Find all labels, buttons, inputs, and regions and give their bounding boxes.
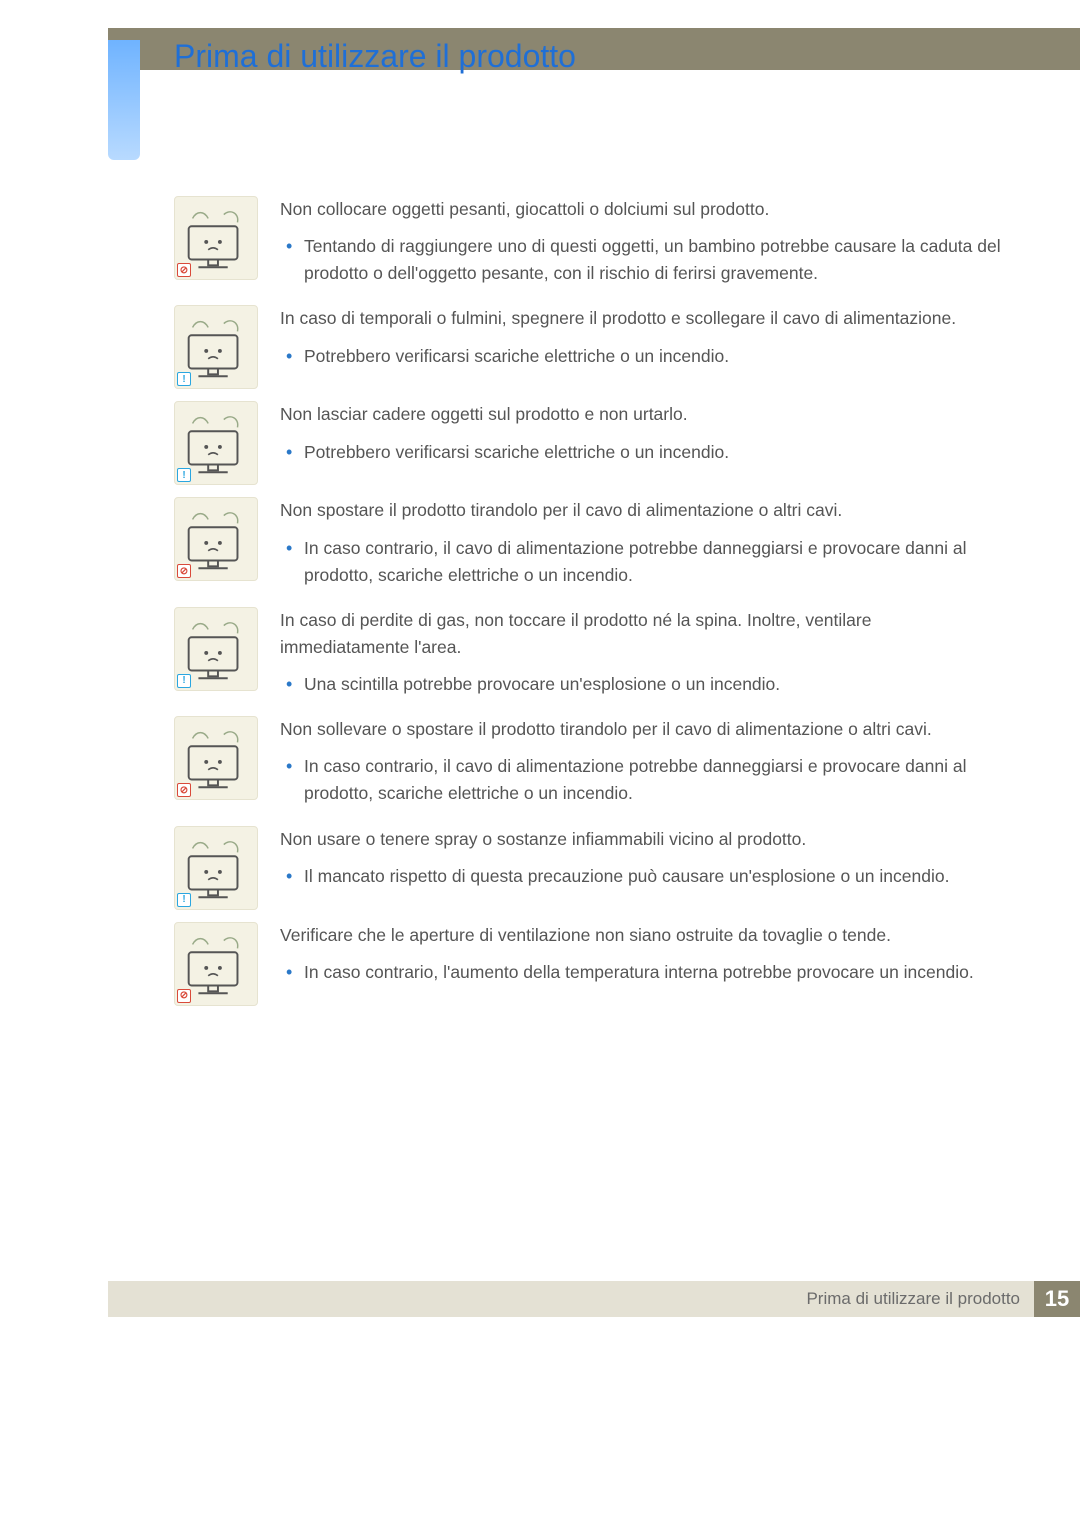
warning-bullets: In caso contrario, il cavo di alimentazi… <box>280 753 1002 807</box>
warning-lead: In caso di temporali o fulmini, spegnere… <box>280 305 1002 332</box>
warning-bullet: Il mancato rispetto di questa precauzion… <box>304 863 1002 890</box>
children-toys-on-monitor-icon: ⊘ <box>174 196 258 280</box>
warning-bullet: In caso contrario, il cavo di alimentazi… <box>304 753 1002 807</box>
warnings-list: ⊘ Non collocare oggetti pesanti, giocatto… <box>174 196 1002 1018</box>
side-gradient-block <box>108 40 140 160</box>
warning-bullets: Tentando di raggiungere uno di questi og… <box>280 233 1002 287</box>
warning-row: ⊘ Non sollevare o spostare il prodotto ti… <box>174 716 1002 813</box>
prohibit-badge-icon: ⊘ <box>177 263 191 277</box>
warning-lead: Non collocare oggetti pesanti, giocattol… <box>280 196 1002 223</box>
prohibit-badge-icon: ⊘ <box>177 783 191 797</box>
warning-lead: Non usare o tenere spray o sostanze infi… <box>280 826 1002 853</box>
footer: Prima di utilizzare il prodotto 15 <box>108 1281 1080 1317</box>
warning-text: Non collocare oggetti pesanti, giocattol… <box>280 196 1002 293</box>
warning-row: ! Non lasciar cadere oggetti sul prodotto… <box>174 401 1002 485</box>
warning-bullets: In caso contrario, l'aumento della tempe… <box>280 959 1002 986</box>
warning-bullet: In caso contrario, l'aumento della tempe… <box>304 959 1002 986</box>
warning-bullet: Tentando di raggiungere uno di questi og… <box>304 233 1002 287</box>
warning-text: Non sollevare o spostare il prodotto tir… <box>280 716 1002 813</box>
info-badge-icon: ! <box>177 674 191 688</box>
falling-object-icon: ! <box>174 401 258 485</box>
prohibit-badge-icon: ⊘ <box>177 989 191 1003</box>
footer-label: Prima di utilizzare il prodotto <box>108 1281 1034 1317</box>
warning-text: Non lasciar cadere oggetti sul prodotto … <box>280 401 1002 471</box>
info-badge-icon: ! <box>177 468 191 482</box>
warning-lead: Non spostare il prodotto tirandolo per i… <box>280 497 1002 524</box>
warning-row: ! In caso di perdite di gas, non toccare … <box>174 607 1002 704</box>
warning-row: ⊘ Non spostare il prodotto tirandolo per … <box>174 497 1002 594</box>
warning-row: ⊘ Verificare che le aperture di ventilazi… <box>174 922 1002 1006</box>
page-title: Prima di utilizzare il prodotto <box>174 28 576 90</box>
pull-by-cable-icon: ⊘ <box>174 497 258 581</box>
warning-lead: Verificare che le aperture di ventilazio… <box>280 922 1002 949</box>
warning-text: Non spostare il prodotto tirandolo per i… <box>280 497 1002 594</box>
warning-lead: Non lasciar cadere oggetti sul prodotto … <box>280 401 1002 428</box>
warning-row: ! In caso di temporali o fulmini, spegner… <box>174 305 1002 389</box>
warning-row: ⊘ Non collocare oggetti pesanti, giocatto… <box>174 196 1002 293</box>
prohibit-badge-icon: ⊘ <box>177 564 191 578</box>
lift-by-cable-icon: ⊘ <box>174 716 258 800</box>
warning-bullets: Il mancato rispetto di questa precauzion… <box>280 863 1002 890</box>
warning-bullets: Una scintilla potrebbe provocare un'espl… <box>280 671 1002 698</box>
warning-text: Non usare o tenere spray o sostanze infi… <box>280 826 1002 896</box>
warning-row: ! Non usare o tenere spray o sostanze inf… <box>174 826 1002 910</box>
warning-bullets: In caso contrario, il cavo di alimentazi… <box>280 535 1002 589</box>
warning-bullets: Potrebbero verificarsi scariche elettric… <box>280 439 1002 466</box>
flammable-spray-icon: ! <box>174 826 258 910</box>
info-badge-icon: ! <box>177 372 191 386</box>
warning-lead: Non sollevare o spostare il prodotto tir… <box>280 716 1002 743</box>
warning-bullets: Potrebbero verificarsi scariche elettric… <box>280 343 1002 370</box>
footer-page-number: 15 <box>1034 1281 1080 1317</box>
blocked-vents-icon: ⊘ <box>174 922 258 1006</box>
warning-bullet: Potrebbero verificarsi scariche elettric… <box>304 439 1002 466</box>
warning-lead: In caso di perdite di gas, non toccare i… <box>280 607 1002 661</box>
warning-text: In caso di perdite di gas, non toccare i… <box>280 607 1002 704</box>
warning-text: Verificare che le aperture di ventilazio… <box>280 922 1002 992</box>
gas-leak-ventilate-icon: ! <box>174 607 258 691</box>
warning-bullet: Una scintilla potrebbe provocare un'espl… <box>304 671 1002 698</box>
warning-bullet: In caso contrario, il cavo di alimentazi… <box>304 535 1002 589</box>
warning-bullet: Potrebbero verificarsi scariche elettric… <box>304 343 1002 370</box>
lightning-unplug-icon: ! <box>174 305 258 389</box>
warning-text: In caso di temporali o fulmini, spegnere… <box>280 305 1002 375</box>
info-badge-icon: ! <box>177 893 191 907</box>
